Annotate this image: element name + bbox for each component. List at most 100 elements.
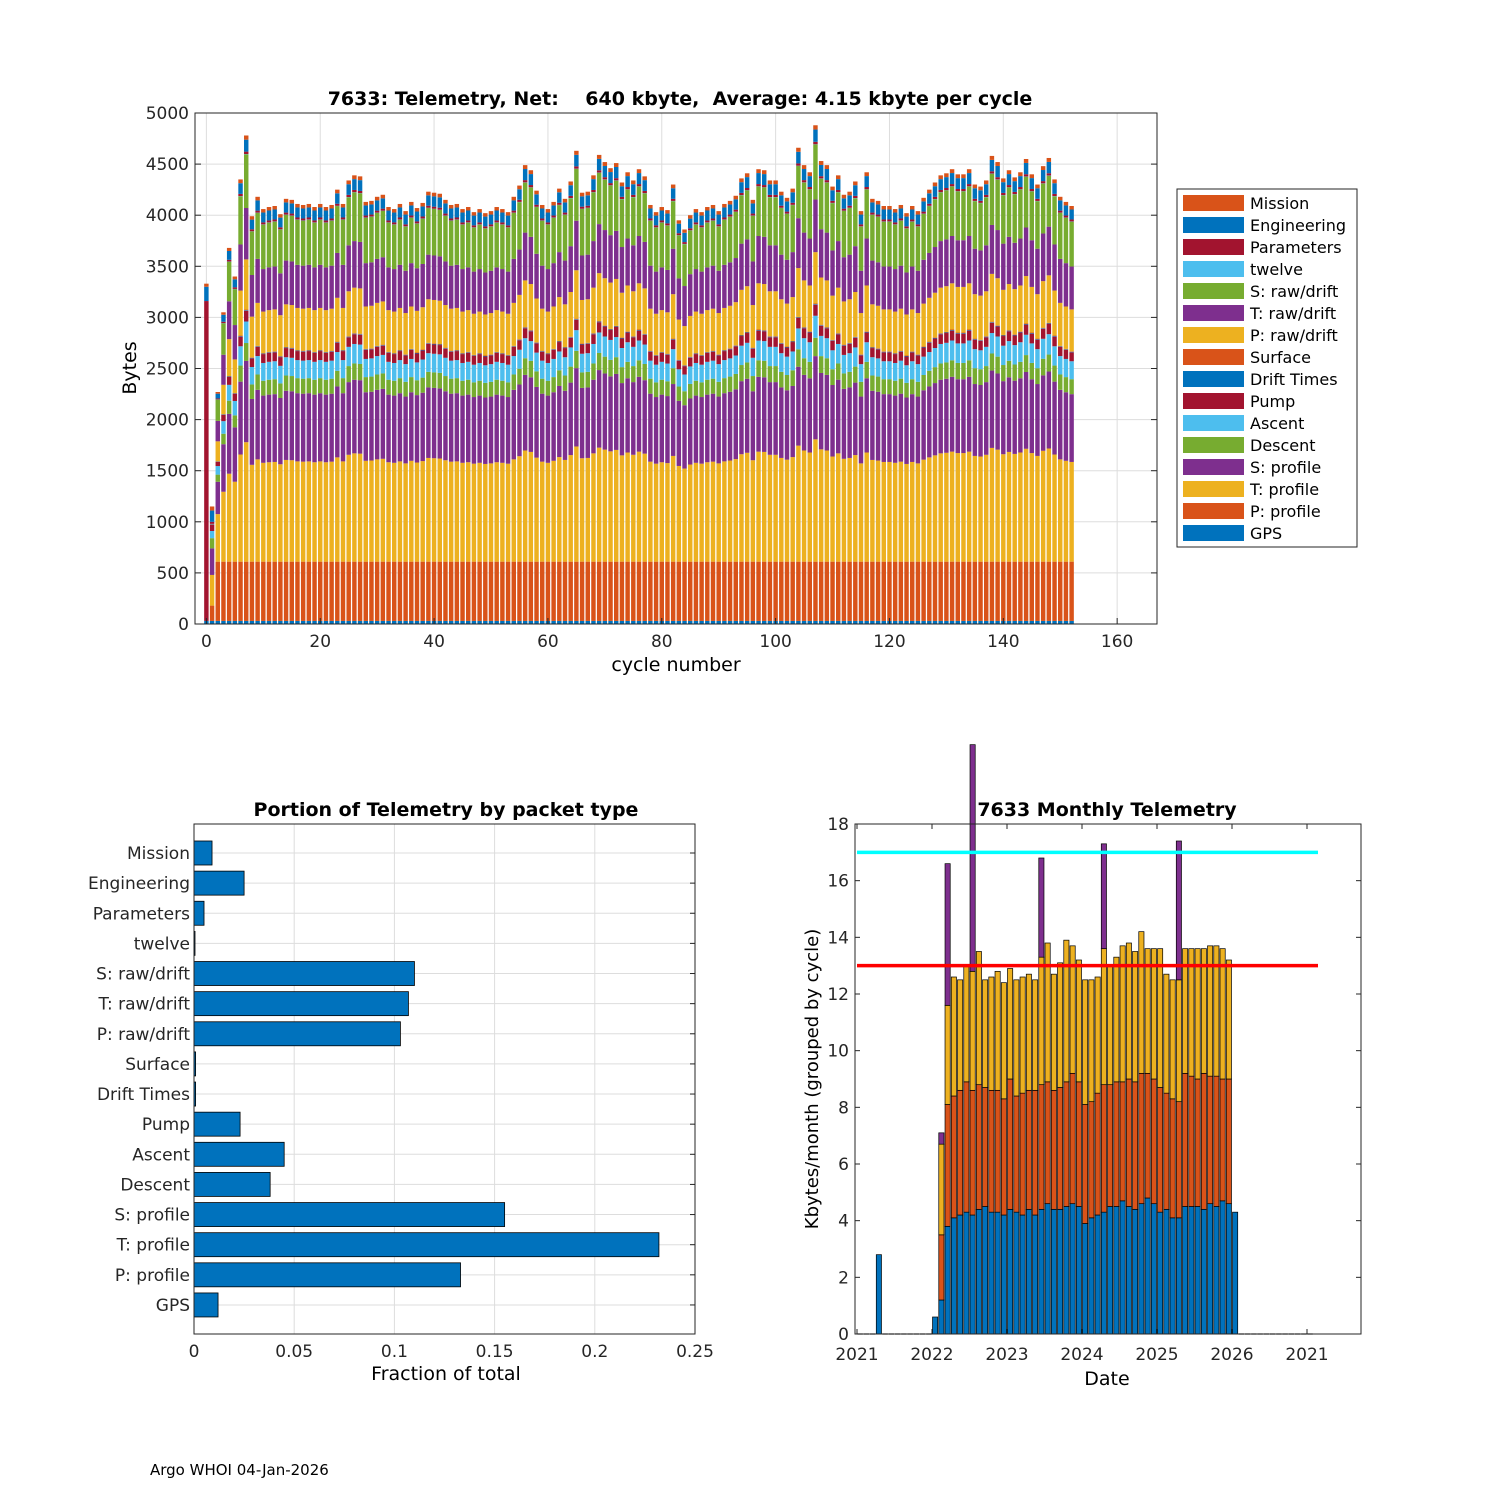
cycle-bar-segment	[414, 561, 420, 621]
cycle-bar-segment	[727, 561, 733, 621]
cycle-bar-segment	[249, 398, 255, 465]
cycle-bar-segment	[984, 454, 989, 562]
cycle-bar-segment	[522, 620, 528, 624]
cycle-bar-segment	[221, 323, 226, 355]
cycle-bar-segment	[978, 561, 983, 621]
cycle-bar-segment	[517, 294, 522, 340]
cycle-bar-segment	[966, 451, 972, 562]
cycle-bar-segment	[1035, 294, 1040, 339]
cycle-bar-segment	[653, 212, 659, 216]
cycle-bar-segment	[500, 354, 505, 363]
cycle-bar-segment	[545, 354, 551, 363]
cycle-bar-segment	[340, 350, 346, 352]
cycle-bar-segment	[318, 351, 323, 361]
cycle-bar-segment	[847, 191, 852, 196]
monthly-bar-segment	[1175, 840, 1182, 981]
cycle-bar-segment	[642, 334, 647, 345]
cycle-bar-segment	[699, 271, 704, 314]
cycle-bar-segment	[927, 561, 932, 621]
cycle-bar-segment	[295, 350, 300, 351]
cycle-bar-segment	[693, 462, 699, 562]
cycle-bar-segment	[767, 454, 773, 562]
cycle-bar-segment	[374, 200, 380, 211]
cycle-bar-segment	[710, 218, 716, 221]
cycle-bar-segment	[619, 182, 625, 187]
monthly-bar-segment	[1144, 948, 1151, 1074]
cycle-bar-segment	[881, 206, 886, 210]
cycle-bar-segment	[864, 332, 869, 343]
cycle-bar-segment	[716, 396, 721, 464]
cycle-bar-segment	[858, 226, 864, 271]
cycle-bar-segment	[733, 211, 738, 259]
cycle-bar-segment	[1012, 620, 1017, 624]
cycle-bar-segment	[887, 221, 892, 267]
cycle-bar-segment	[870, 202, 875, 213]
cycle-bar-segment	[505, 313, 511, 355]
cycle-bar-segment	[534, 561, 539, 621]
cycle-bar-segment	[1035, 198, 1040, 201]
cycle-bar-segment	[1012, 242, 1017, 290]
cycle-bar-segment	[796, 620, 801, 624]
cycle-bar-segment	[750, 348, 756, 349]
cycle-bar-segment	[750, 460, 756, 562]
cycle-bar-segment	[830, 339, 835, 341]
cycle-bar-segment	[887, 266, 892, 310]
cycle-bar-segment	[1069, 379, 1074, 395]
cycle-bar-segment	[631, 561, 636, 621]
cycle-bar-segment	[739, 620, 744, 624]
cycle-bar-segment	[898, 378, 904, 394]
cycle-bar-segment	[910, 266, 915, 310]
cycle-bar-segment	[1029, 286, 1034, 333]
cycle-bar-segment	[915, 214, 921, 225]
cycle-bar-segment	[784, 213, 790, 260]
bl-category-label: Pump	[142, 1115, 190, 1135]
bl-category-label: S: profile	[114, 1206, 190, 1226]
cycle-bar-segment	[858, 224, 864, 227]
cycle-bar-segment	[881, 309, 886, 352]
cycle-bar-segment	[488, 381, 494, 397]
cycle-bar-segment	[864, 342, 869, 362]
monthly-bar-segment	[1225, 1078, 1232, 1205]
cycle-bar-segment	[357, 453, 363, 562]
cycle-bar-segment	[323, 222, 329, 268]
cycle-bar-segment	[915, 620, 921, 624]
fraction-bar	[193, 1021, 401, 1047]
monthly-bar-segment	[1044, 942, 1051, 1083]
monthly-bar-segment	[1100, 1211, 1107, 1335]
cycle-bar-segment	[1063, 306, 1069, 349]
cycle-bar-segment	[727, 262, 733, 306]
cycle-bar-segment	[824, 232, 830, 281]
cycle-bar-segment	[397, 620, 403, 624]
cycle-bar-segment	[426, 205, 431, 208]
cycle-bar-segment	[335, 297, 340, 342]
cycle-bar-segment	[744, 177, 750, 188]
cycle-bar-segment	[374, 212, 380, 259]
cycle-bar-segment	[1040, 328, 1046, 339]
cycle-bar-segment	[984, 336, 989, 338]
cycle-bar-segment	[409, 460, 414, 562]
cycle-bar-segment	[528, 185, 534, 188]
cycle-bar-segment	[1058, 374, 1063, 390]
cycle-bar-segment	[466, 361, 471, 380]
cycle-bar-segment	[875, 349, 881, 359]
cycle-bar-segment	[682, 405, 687, 469]
cycle-bar-segment	[898, 461, 904, 562]
cycle-bar-segment	[784, 390, 790, 460]
cycle-bar-segment	[352, 175, 357, 180]
monthly-bar-segment	[1082, 1223, 1089, 1335]
cycle-bar-segment	[300, 620, 306, 624]
cycle-bar-segment	[682, 244, 687, 287]
cycle-bar-segment	[1052, 193, 1057, 197]
monthly-bar-segment	[1007, 1078, 1014, 1210]
cycle-bar-segment	[949, 235, 955, 284]
cycle-bar-segment	[767, 245, 773, 292]
cycle-bar-segment	[955, 178, 960, 189]
cycle-bar-segment	[1018, 187, 1023, 190]
cycle-bar-segment	[722, 307, 727, 351]
cycle-bar-segment	[420, 216, 425, 219]
cycle-bar-segment	[807, 452, 812, 562]
cycle-bar-segment	[477, 395, 482, 463]
cycle-bar-segment	[796, 328, 801, 350]
cycle-bar-segment	[466, 352, 471, 362]
cycle-bar-segment	[836, 241, 841, 288]
